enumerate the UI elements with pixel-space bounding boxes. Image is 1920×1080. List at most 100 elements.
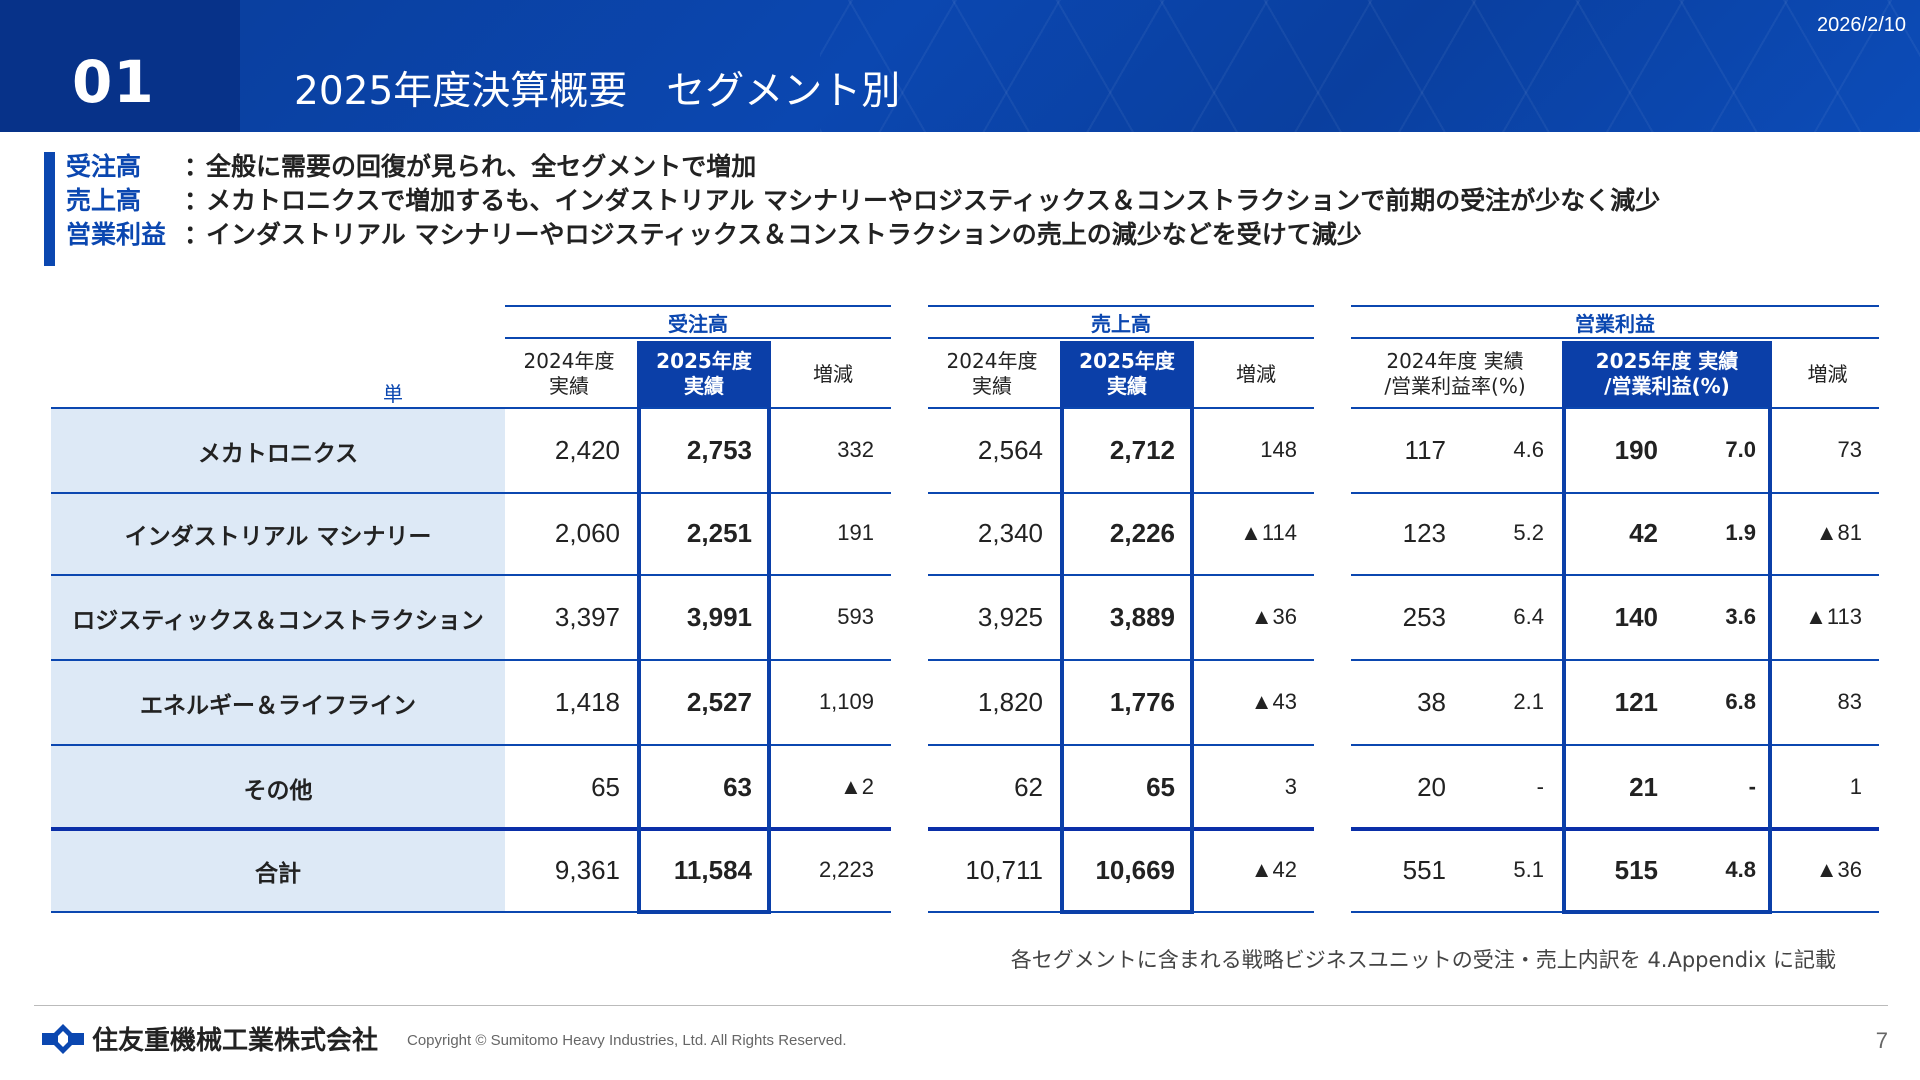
segment-row-background [51, 661, 505, 744]
cell-o25: 3,991 [686, 602, 752, 632]
cell-pd: ▲113 [1805, 604, 1862, 629]
slide-title: 2025年度決算概要 セグメント別 [294, 69, 901, 114]
row-divider [51, 407, 891, 409]
cell-od: 1,109 [818, 689, 874, 714]
cell-s24: 3,925 [977, 602, 1043, 632]
segment-row-background [51, 409, 505, 493]
cell-o24: 2,420 [554, 435, 620, 465]
cell-p24: 253 [1402, 602, 1446, 632]
segment-name: メカトロニクス [197, 441, 359, 467]
total-divider [928, 827, 1314, 831]
summary-colon: ： [184, 186, 210, 215]
subheader-label: 2025年度 実績 [656, 349, 752, 398]
cell-p25r: 4.8 [1725, 857, 1756, 882]
cell-sd: 3 [1284, 774, 1297, 799]
summary-row-sales: 売上高 ：メカトロニクスで増加するも、インダストリアル マシナリーやロジスティック… [66, 184, 1660, 218]
cell-s25: 10,669 [1095, 855, 1175, 885]
cell-s25: 65 [1146, 772, 1175, 802]
cell-o24: 9,361 [554, 855, 620, 885]
subheader-orders-0: 2024年度 実績 [505, 341, 633, 407]
cell-p24r: 2.1 [1513, 689, 1544, 714]
segment-name: その他 [243, 777, 313, 804]
cell-p25r: 1.9 [1725, 520, 1756, 545]
summary-key: 営業利益 [66, 220, 167, 249]
cell-od: 593 [837, 604, 874, 629]
cell-p25r: 3.6 [1725, 604, 1756, 629]
cell-o25: 63 [723, 772, 752, 802]
footer-divider [34, 1005, 1888, 1006]
subheader-profit-2: 増減 [1776, 341, 1879, 407]
cell-sd: ▲114 [1240, 520, 1297, 545]
cell-o25: 2,527 [686, 687, 752, 717]
row-divider [1351, 659, 1879, 661]
table-bottom-line [51, 911, 891, 913]
subheader-label: 2024年度 実績 [946, 349, 1038, 398]
segment-name: ロジスティックス＆コンストラクション [72, 607, 484, 634]
summary-row-profit: 営業利益 ：インダストリアル マシナリーやロジスティックス＆コンストラクションの売… [66, 218, 1362, 252]
cell-sd: ▲36 [1250, 604, 1297, 629]
row-divider [51, 574, 891, 576]
cell-o24: 2,060 [554, 518, 620, 548]
cell-p24r: 5.1 [1513, 857, 1544, 882]
footnote: 各セグメントに含まれる戦略ビジネスユニットの受注・売上内訳を 4.Appendi… [1010, 948, 1836, 972]
row-divider [1351, 492, 1879, 494]
cell-od: 191 [837, 520, 874, 545]
cell-p25: 140 [1614, 602, 1658, 632]
cell-s25: 1,776 [1109, 687, 1175, 717]
subheader-label: 2024年度 実績 /営業利益率(%) [1384, 349, 1526, 398]
summary-accent-bar [44, 152, 55, 266]
cell-o24: 65 [591, 772, 620, 802]
group-header-profit: 営業利益 [1351, 305, 1879, 339]
subheader-label: 2025年度 実績 [1079, 349, 1175, 398]
subheader-label: 増減 [1236, 361, 1276, 386]
cell-p25r: 6.8 [1725, 689, 1756, 714]
cell-p24r: 6.4 [1513, 604, 1544, 629]
highlight-box-profit-2025 [1562, 341, 1772, 914]
cell-p25: 121 [1614, 687, 1658, 717]
row-divider [51, 744, 891, 746]
cell-s25: 2,226 [1109, 518, 1175, 548]
row-divider [51, 492, 891, 494]
summary-text: インダストリアル マシナリーやロジスティックス＆コンストラクションの売上の減少な… [206, 220, 1362, 249]
summary-text: メカトロニクスで増加するも、インダストリアル マシナリーやロジスティックス＆コン… [206, 186, 1661, 215]
row-divider [928, 407, 1314, 409]
segment-row-background [51, 746, 505, 829]
cell-s24: 10,711 [965, 855, 1043, 885]
cell-p25r: - [1748, 774, 1756, 799]
cell-s25: 2,712 [1109, 435, 1175, 465]
section-number: 01 [72, 48, 155, 116]
row-divider [51, 659, 891, 661]
row-divider [1351, 744, 1879, 746]
row-divider [928, 744, 1314, 746]
segment-row-background [51, 494, 505, 574]
row-divider [928, 574, 1314, 576]
segment-name: エネルギー＆ライフライン [140, 692, 416, 719]
subheader-sales-1: 2025年度 実績 [1060, 341, 1194, 407]
cell-p24: 551 [1402, 855, 1446, 885]
cell-pd: 83 [1837, 689, 1862, 714]
cell-p24r: 5.2 [1513, 520, 1544, 545]
cell-o25: 11,584 [673, 855, 752, 885]
subheader-label: 2024年度 実績 [523, 349, 615, 398]
cell-s24: 62 [1014, 772, 1043, 802]
cell-s25: 3,889 [1109, 602, 1175, 632]
cell-s24: 1,820 [977, 687, 1043, 717]
subheader-sales-0: 2024年度 実績 [928, 341, 1056, 407]
subheader-sales-2: 増減 [1198, 341, 1314, 407]
highlight-box-sales-2025 [1060, 341, 1194, 914]
summary-text: 全般に需要の回復が見られ、全セグメントで増加 [206, 152, 757, 181]
subheader-orders-1: 2025年度 実績 [637, 341, 771, 407]
page-number: 7 [1875, 1028, 1888, 1053]
summary-row-orders: 受注高 ：全般に需要の回復が見られ、全セグメントで増加 [66, 150, 756, 184]
cell-p24: 117 [1404, 435, 1446, 465]
summary-colon: ： [184, 220, 210, 249]
subheader-label: 増減 [1807, 361, 1848, 386]
cell-p25r: 7.0 [1725, 437, 1756, 462]
cell-od: 332 [837, 437, 874, 462]
subheader-profit-0: 2024年度 実績 /営業利益率(%) [1351, 341, 1559, 407]
cell-sd: ▲42 [1250, 857, 1297, 882]
company-name: 住友重機械工業株式会社 [92, 1026, 379, 1056]
segment-row-background [51, 576, 505, 659]
cell-p25: 515 [1614, 855, 1658, 885]
summary-colon: ： [184, 152, 210, 181]
